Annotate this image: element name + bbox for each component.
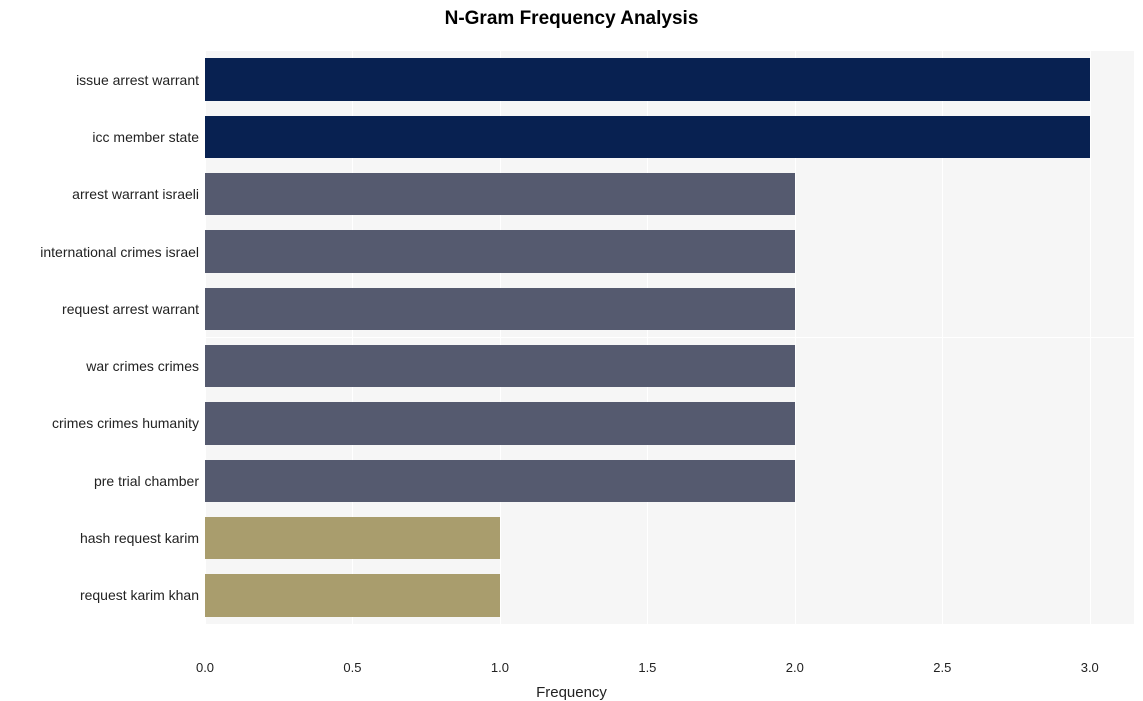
- bar: [205, 173, 795, 215]
- x-tick-label: 0.0: [196, 644, 214, 675]
- x-tick-label: 2.0: [786, 644, 804, 675]
- y-tick-label: arrest warrant israeli: [72, 186, 205, 202]
- bar: [205, 402, 795, 444]
- x-tick-label: 2.5: [933, 644, 951, 675]
- bar: [205, 517, 500, 559]
- bar: [205, 288, 795, 330]
- bar: [205, 460, 795, 502]
- y-tick-label: issue arrest warrant: [76, 72, 205, 88]
- y-tick-label: icc member state: [92, 129, 205, 145]
- plot-area: issue arrest warranticc member statearre…: [205, 36, 1134, 644]
- y-tick-label: crimes crimes humanity: [52, 415, 205, 431]
- y-tick-label: hash request karim: [80, 530, 205, 546]
- grid-line: [1090, 36, 1091, 644]
- x-tick-label: 3.0: [1081, 644, 1099, 675]
- y-tick-label: international crimes israel: [40, 244, 205, 260]
- bar: [205, 116, 1090, 158]
- y-tick-label: war crimes crimes: [86, 358, 205, 374]
- chart-title: N-Gram Frequency Analysis: [0, 8, 1143, 30]
- y-tick-label: request karim khan: [80, 587, 205, 603]
- x-tick-label: 1.5: [638, 644, 656, 675]
- bar: [205, 230, 795, 272]
- y-tick-label: pre trial chamber: [94, 473, 205, 489]
- x-tick-label: 1.0: [491, 644, 509, 675]
- y-tick-label: request arrest warrant: [62, 301, 205, 317]
- x-axis-label: Frequency: [0, 684, 1143, 701]
- x-tick-label: 0.5: [343, 644, 361, 675]
- bar: [205, 345, 795, 387]
- bar: [205, 574, 500, 616]
- ngram-chart: N-Gram Frequency Analysis issue arrest w…: [0, 0, 1143, 701]
- bar: [205, 58, 1090, 100]
